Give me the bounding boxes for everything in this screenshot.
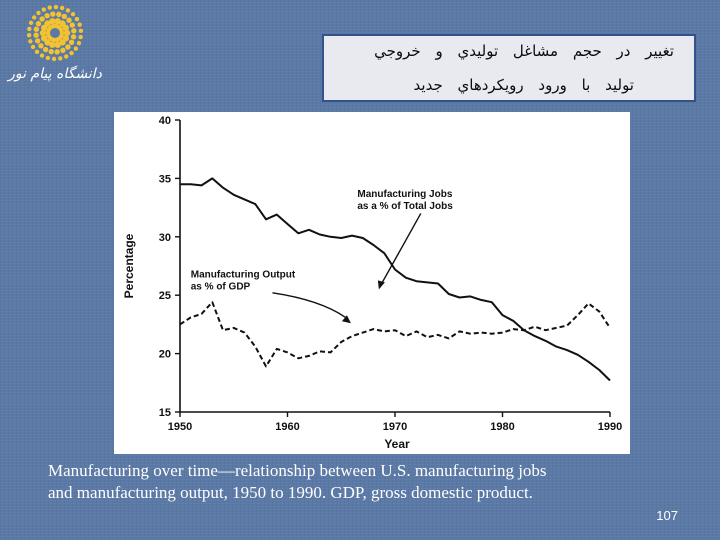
logo-petal [64, 54, 69, 59]
annotation-arrowhead-jobs [377, 280, 385, 290]
logo-petal [41, 7, 46, 12]
logo-petal [74, 16, 80, 22]
logo-petal [70, 11, 76, 17]
y-tick-label: 30 [159, 232, 171, 244]
logo-petal [28, 39, 33, 44]
logo-petal [50, 11, 56, 17]
page-number: 107 [656, 508, 678, 523]
x-tick-label: 1950 [168, 421, 192, 433]
logo-petal [48, 48, 54, 55]
figure-caption: Manufacturing over time—relationship bet… [48, 460, 688, 504]
logo-petal [33, 32, 39, 38]
logo-petal [44, 20, 51, 27]
series-label-output-line1: Manufacturing Output [191, 270, 296, 281]
logo-petal [56, 11, 62, 18]
logo-petal [40, 35, 48, 42]
y-axis-label: Percentage [122, 233, 136, 298]
x-tick-label: 1960 [275, 421, 299, 433]
logo-petal [27, 26, 32, 32]
y-tick-label: 20 [159, 349, 171, 361]
logo-petal [31, 15, 37, 20]
caption-line1: Manufacturing over time—relationship bet… [48, 461, 547, 480]
annotation-arrow-jobs [380, 213, 422, 286]
logo-petal [76, 40, 82, 46]
logo-petal [34, 49, 40, 55]
annotation-arrowhead-output [341, 315, 351, 324]
logo-petal [59, 39, 66, 46]
logo-petal [62, 24, 70, 31]
y-tick-label: 25 [159, 290, 171, 302]
chart-panel: 15 20 25 30 35 40 1950 1960 1970 1980 1990 Year Perc… [114, 112, 630, 454]
university-logo: دانشگاه پيام نور [0, 0, 110, 108]
series-label-jobs-line1: Manufacturing Jobs [357, 189, 452, 200]
logo-petal [78, 34, 83, 40]
slide-title-box: تغيير در حجم مشاغل توليدي و خروجي توليد … [322, 34, 696, 102]
x-axis-label: Year [384, 437, 410, 451]
line-chart: 15 20 25 30 35 40 1950 1960 1970 1980 1990 Year Perc… [122, 115, 622, 451]
logo-petal [53, 4, 59, 10]
logo-petal [39, 16, 45, 22]
logo-petal [49, 18, 56, 25]
logo-petal [58, 56, 63, 61]
logo-caption: دانشگاه پيام نور [8, 66, 102, 82]
logo-petal [39, 29, 47, 37]
logo-petal [38, 43, 44, 49]
slide-title-line1: تغيير در حجم مشاغل توليدي و خروجي [374, 42, 674, 60]
series-label-output-line2: as % of GDP [191, 281, 251, 292]
logo-petal [54, 49, 60, 55]
annotation-arrow-output [272, 292, 346, 318]
logo-petal [65, 44, 71, 50]
logo-petal [65, 8, 71, 13]
logo-petal [71, 28, 77, 34]
logo-petal [30, 44, 36, 50]
series-line-jobs [180, 177, 611, 382]
slide-title-line2: توليد با ورود رويكردهاي جديد [413, 76, 634, 94]
logo-petal [28, 20, 34, 26]
logo-petal [69, 22, 75, 28]
x-tick-label: 1970 [383, 421, 407, 433]
y-tick-label: 40 [159, 115, 171, 127]
logo-petal [63, 29, 71, 37]
logo-petal [42, 46, 49, 53]
logo-petal [77, 22, 82, 27]
logo-petal [45, 55, 51, 61]
logo-petal [69, 50, 74, 56]
logo-petal [47, 5, 52, 10]
logo-petal [33, 26, 40, 32]
sunflower-logo-icon [26, 4, 84, 62]
logo-petal [68, 39, 75, 46]
series-line-output [179, 301, 611, 368]
logo-petal [78, 28, 84, 34]
logo-petal [44, 13, 50, 19]
logo-petal [73, 46, 79, 51]
logo-petal [51, 56, 57, 62]
logo-petal [36, 10, 41, 16]
logo-petal [54, 41, 61, 48]
logo-petal [54, 18, 61, 25]
logo-petal [61, 13, 68, 20]
logo-petal [60, 47, 66, 53]
x-tick-label: 1980 [490, 421, 514, 433]
series-label-jobs-line2: as a % of Total Jobs [357, 201, 453, 212]
logo-petal [35, 20, 42, 27]
logo-petal [39, 53, 45, 58]
caption-line2: and manufacturing output, 1950 to 1990. … [48, 483, 533, 502]
y-tick-label: 35 [159, 173, 171, 185]
logo-petal [35, 38, 41, 44]
x-tick-label: 1990 [598, 421, 622, 433]
y-tick-label: 15 [159, 407, 171, 419]
logo-petal [59, 5, 65, 11]
logo-petal [26, 32, 32, 38]
logo-petal [66, 17, 72, 23]
logo-petal [70, 34, 77, 40]
logo-petal [49, 41, 56, 48]
